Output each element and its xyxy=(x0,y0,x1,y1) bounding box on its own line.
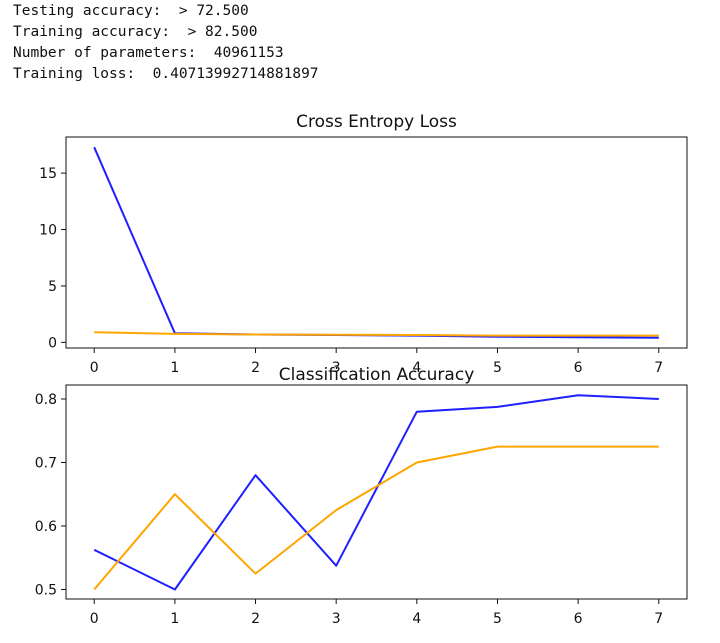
x-tick-label: 0 xyxy=(90,360,99,376)
x-tick-label: 5 xyxy=(493,360,502,376)
x-tick-label: 4 xyxy=(412,360,421,376)
plot-frame xyxy=(65,384,688,600)
y-tick-label: 0.8 xyxy=(35,392,57,408)
plot-frame xyxy=(65,136,688,349)
chart-accuracy: 0 1 2 3 4 5 6 7 0.5 0.6 0.7 0.8 Classification Accur… xyxy=(35,365,688,627)
x-tick-label: 3 xyxy=(332,611,341,627)
chart-loss: 0 1 2 3 4 5 6 7 0 5 10 15 Cross Entropy Loss xyxy=(39,112,688,376)
y-tick-label: 15 xyxy=(39,166,57,182)
x-tick-label: 6 xyxy=(574,360,583,376)
chart-title: Cross Entropy Loss xyxy=(296,112,457,132)
x-tick-label: 1 xyxy=(170,611,179,627)
y-tick-label: 0.7 xyxy=(35,455,57,471)
x-tick-label: 7 xyxy=(654,611,663,627)
x-tick-label: 2 xyxy=(251,611,260,627)
training-accuracy-line: Training accuracy: > 82.500 xyxy=(13,24,258,40)
x-tick-label: 4 xyxy=(412,611,421,627)
y-tick-label: 0.5 xyxy=(35,582,57,598)
x-tick-label: 1 xyxy=(170,360,179,376)
parameter-count-line: Number of parameters: 40961153 xyxy=(13,45,284,61)
y-tick-label: 5 xyxy=(48,279,57,295)
testing-accuracy-line: Testing accuracy: > 72.500 xyxy=(13,3,249,19)
series-line-1 xyxy=(93,394,659,591)
x-tick-label: 6 xyxy=(574,611,583,627)
series-line-2 xyxy=(93,445,659,591)
chart-title: Classification Accuracy xyxy=(279,365,475,385)
y-tick-label: 0 xyxy=(48,335,57,351)
x-tick-label: 7 xyxy=(654,360,663,376)
y-tick-label: 10 xyxy=(39,223,57,239)
console-output: Testing accuracy: > 72.500 Training accu… xyxy=(13,1,319,85)
x-tick-label: 2 xyxy=(251,360,260,376)
x-tick-label: 3 xyxy=(332,360,341,376)
x-tick-label: 0 xyxy=(90,611,99,627)
x-tick-label: 5 xyxy=(493,611,502,627)
series-line-1 xyxy=(93,146,659,339)
series-line-2 xyxy=(94,331,659,337)
y-tick-label: 0.6 xyxy=(35,519,57,535)
training-loss-line: Training loss: 0.40713992714881897 xyxy=(13,66,319,82)
